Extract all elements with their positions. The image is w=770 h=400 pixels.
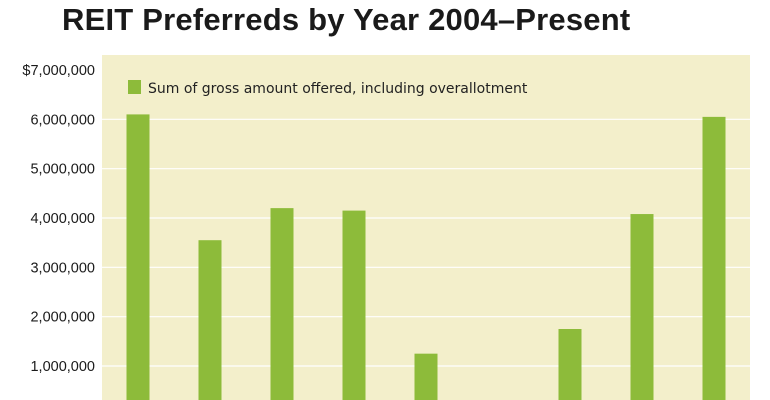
bar bbox=[702, 116, 726, 400]
y-tick-label: 4,000,000 bbox=[30, 211, 95, 227]
bar bbox=[198, 240, 222, 400]
bar bbox=[630, 214, 654, 400]
legend: Sum of gross amount offered, including o… bbox=[128, 80, 528, 97]
y-tick-label: 6,000,000 bbox=[30, 112, 95, 128]
bar bbox=[270, 208, 294, 400]
legend-label: Sum of gross amount offered, including o… bbox=[148, 81, 528, 97]
bar bbox=[558, 329, 582, 400]
y-tick-label: 3,000,000 bbox=[30, 260, 95, 276]
bar bbox=[126, 114, 150, 400]
bars bbox=[126, 114, 726, 400]
y-tick-label: $7,000,000 bbox=[22, 63, 95, 79]
chart-title: REIT Preferreds by Year 2004–Present bbox=[62, 2, 631, 37]
y-tick-label: 2,000,000 bbox=[30, 310, 95, 326]
y-tick-label: 1,000,000 bbox=[30, 359, 95, 375]
y-tick-label: 5,000,000 bbox=[30, 162, 95, 178]
legend-swatch bbox=[128, 80, 141, 94]
bar bbox=[342, 210, 366, 400]
bar bbox=[414, 353, 438, 400]
y-axis: $7,000,000 6,000,000 5,000,000 4,000,000 3,0… bbox=[22, 63, 95, 375]
